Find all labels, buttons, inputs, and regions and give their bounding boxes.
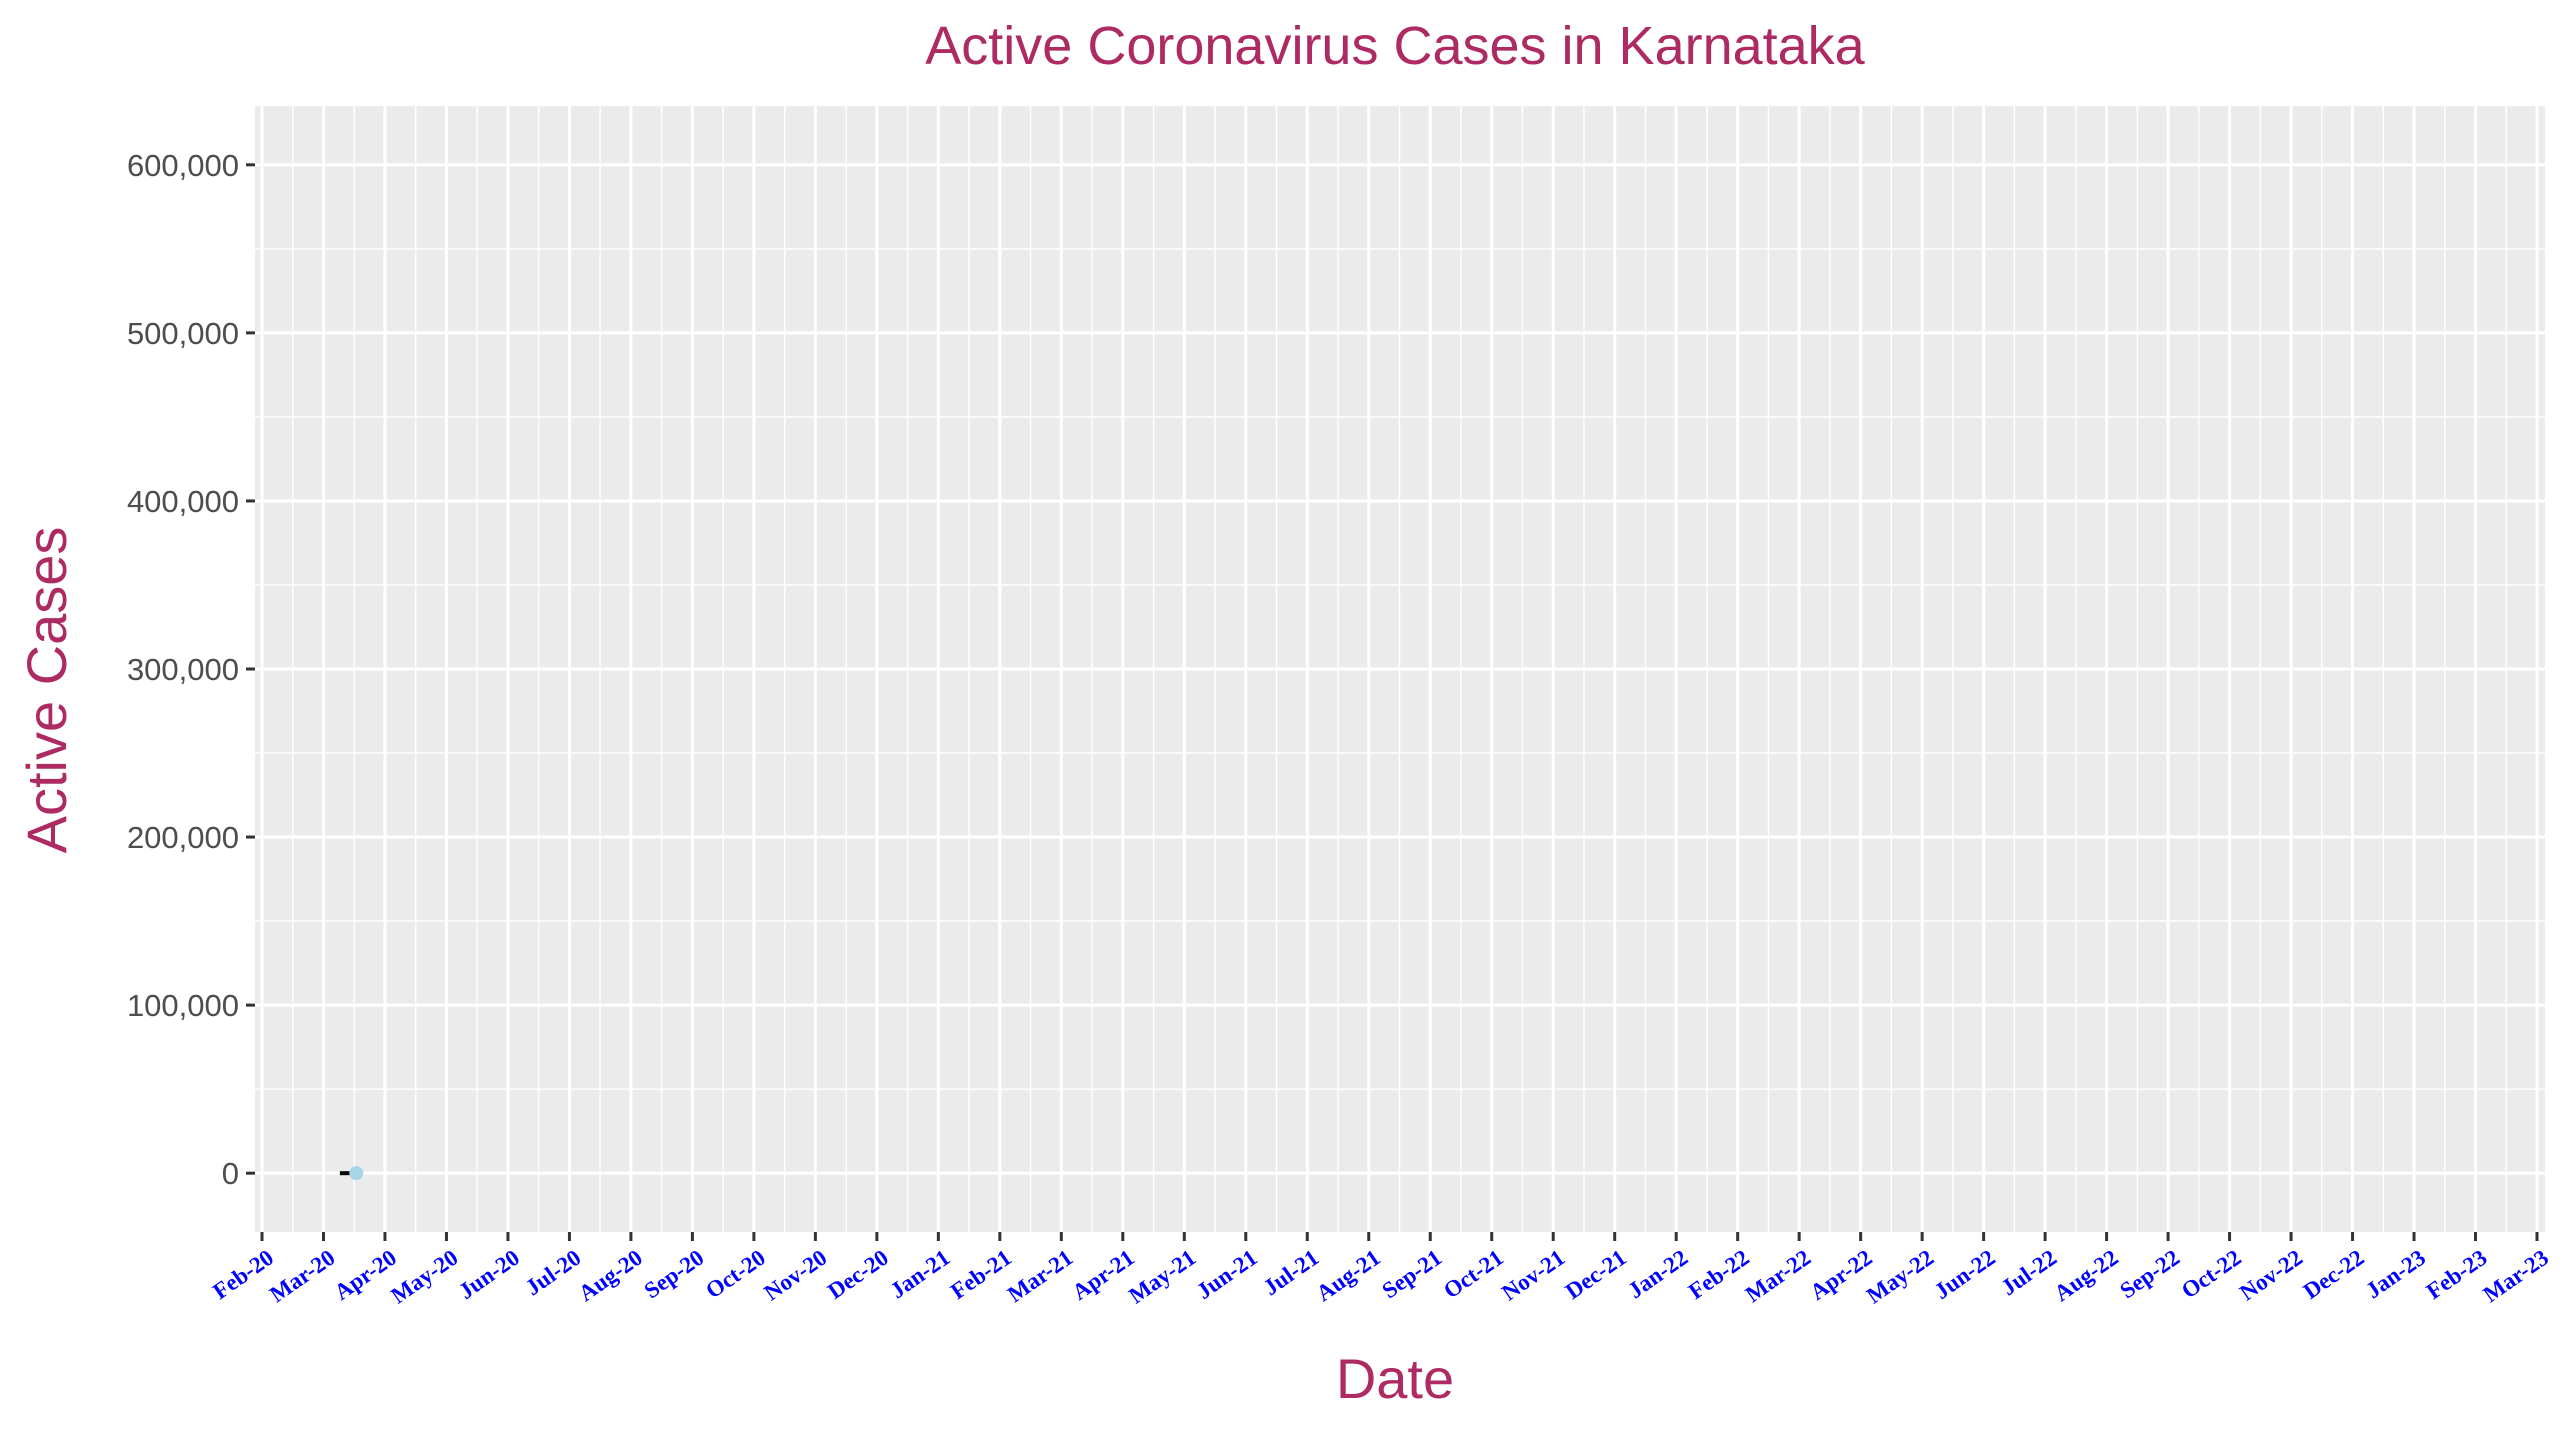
x-tick-label: Apr-22 bbox=[1805, 1245, 1876, 1305]
chart-title: Active Coronavirus Cases in Karnataka bbox=[925, 16, 1865, 76]
y-tick-label: 0 bbox=[222, 1156, 239, 1191]
y-tick-label: 300,000 bbox=[127, 652, 239, 687]
x-tick-label: Mar-21 bbox=[1003, 1245, 1077, 1307]
x-axis: Feb-20Mar-20Apr-20May-20Jun-20Jul-20Aug-… bbox=[208, 1232, 2553, 1308]
x-tick-label: Dec-20 bbox=[823, 1245, 893, 1304]
x-tick-label: May-21 bbox=[1124, 1245, 1200, 1309]
x-tick-label: May-22 bbox=[1862, 1245, 1938, 1309]
x-tick-label: Dec-22 bbox=[2299, 1245, 2369, 1304]
x-tick-label: Jun-22 bbox=[1930, 1245, 2000, 1304]
y-tick-label: 200,000 bbox=[127, 820, 239, 855]
x-tick-label: Mar-22 bbox=[1741, 1245, 1815, 1307]
x-tick-label: May-20 bbox=[386, 1245, 462, 1309]
x-tick-label: Aug-21 bbox=[1312, 1245, 1385, 1307]
y-tick-label: 400,000 bbox=[127, 484, 239, 519]
x-tick-label: Jun-21 bbox=[1192, 1245, 1262, 1304]
grid-major bbox=[255, 106, 2545, 1232]
x-tick-label: Apr-20 bbox=[330, 1245, 401, 1305]
y-axis-title: Active Cases bbox=[15, 527, 78, 854]
x-tick-label: Jun-20 bbox=[454, 1245, 524, 1304]
x-tick-label: Aug-22 bbox=[2050, 1245, 2123, 1307]
y-axis: 0 100,000 200,000 300,000 400,000 500,000 600,… bbox=[127, 148, 255, 1191]
y-tick-label: 100,000 bbox=[127, 988, 239, 1023]
data-point bbox=[349, 1166, 364, 1181]
x-tick-label: Feb-20 bbox=[208, 1245, 278, 1304]
x-tick-label: Sep-21 bbox=[1378, 1245, 1447, 1304]
x-tick-label: Sep-20 bbox=[640, 1245, 709, 1304]
x-tick-label: Feb-23 bbox=[2422, 1245, 2492, 1304]
x-tick-label: Jul-20 bbox=[521, 1245, 586, 1301]
x-tick-label: Jan-22 bbox=[1623, 1245, 1692, 1304]
x-tick-label: Nov-21 bbox=[1497, 1245, 1569, 1306]
x-tick-label: Apr-21 bbox=[1068, 1245, 1139, 1305]
x-tick-label: Aug-20 bbox=[574, 1245, 647, 1307]
x-tick-label: Jan-23 bbox=[2361, 1245, 2430, 1304]
data-layer bbox=[339, 1166, 364, 1181]
x-tick-label: Feb-22 bbox=[1684, 1245, 1754, 1304]
x-tick-label: Mar-20 bbox=[265, 1245, 339, 1307]
x-tick-label: Nov-20 bbox=[760, 1245, 832, 1306]
y-tick-label: 500,000 bbox=[127, 316, 239, 351]
x-tick-label: Dec-21 bbox=[1561, 1245, 1631, 1304]
x-tick-label: Oct-21 bbox=[1439, 1245, 1508, 1304]
x-tick-label: Nov-22 bbox=[2235, 1245, 2307, 1306]
x-tick-label: Feb-21 bbox=[946, 1245, 1016, 1304]
x-tick-label: Oct-22 bbox=[2177, 1245, 2246, 1304]
x-tick-label: Jul-21 bbox=[1259, 1245, 1324, 1301]
x-tick-label: Sep-22 bbox=[2115, 1245, 2184, 1304]
x-tick-label: Jul-22 bbox=[1997, 1245, 2062, 1301]
y-tick-label: 600,000 bbox=[127, 148, 239, 183]
x-tick-label: Jan-21 bbox=[886, 1245, 955, 1304]
x-tick-label: Oct-20 bbox=[701, 1245, 770, 1304]
x-tick-label: Mar-23 bbox=[2479, 1245, 2553, 1307]
x-axis-title: Date bbox=[1336, 1347, 1454, 1410]
